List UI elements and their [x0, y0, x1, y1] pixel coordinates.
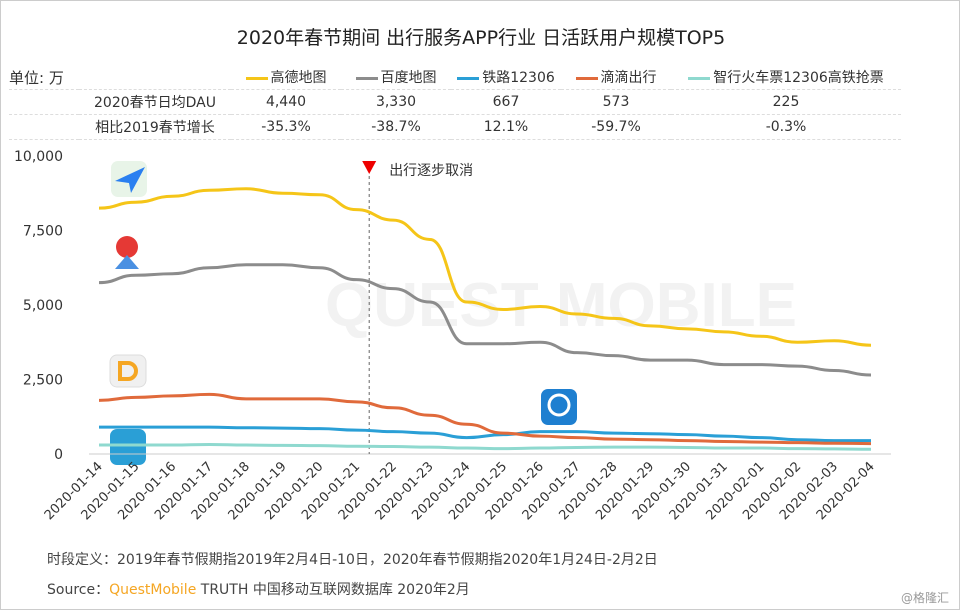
- y-tick-label: 2,500: [23, 373, 63, 389]
- y-tick-label: 0: [54, 447, 63, 463]
- railway-logo-icon: [547, 393, 571, 417]
- cell: 573: [561, 89, 671, 115]
- legend-item: 智行火车票12306高铁抢票: [671, 65, 901, 90]
- cell: -0.3%: [671, 114, 901, 140]
- series-line-百度地图: [98, 263, 872, 377]
- watermark-text: @格隆汇: [900, 591, 949, 605]
- row-label: 2020春节日均DAU: [79, 89, 231, 115]
- didi-logo-icon: [118, 361, 138, 381]
- series-line-高德地图: [98, 187, 872, 347]
- zhixing-app-icon: [110, 429, 146, 465]
- series-line-滴滴出行: [98, 392, 872, 446]
- app-icons: [109, 161, 577, 465]
- source-brand: QuestMobile: [109, 582, 197, 598]
- legend-item: 滴滴出行: [561, 65, 671, 90]
- baidu-map-icon: [116, 236, 138, 258]
- gaode-arrow-icon: [115, 167, 145, 193]
- unit-label: 单位: 万: [9, 65, 79, 90]
- legend-item: 高德地图: [231, 65, 341, 90]
- cell: 3,330: [341, 89, 451, 115]
- cell: -59.7%: [561, 114, 671, 140]
- annotation-text: 出行逐步取消: [389, 163, 473, 179]
- table-row: 相比2019春节增长 -35.3% -38.7% 12.1% -59.7% -0…: [9, 114, 901, 140]
- y-tick-label: 10,000: [14, 149, 63, 165]
- period-definition: 时段定义：2019年春节假期指2019年2月4日-10日，2020年春节假期指2…: [47, 552, 658, 568]
- summary-table: 单位: 万 高德地图 百度地图 铁路12306 滴滴出行 智行火车票12306高…: [9, 65, 901, 140]
- legend-swatch: [355, 76, 378, 80]
- cell: 667: [451, 89, 561, 115]
- cell: -35.3%: [231, 114, 341, 140]
- y-tick-label: 5,000: [23, 298, 63, 314]
- cell: 4,440: [231, 89, 341, 115]
- series-line-铁路12306: [98, 425, 871, 443]
- annotation-marker-icon: [362, 161, 377, 174]
- legend-swatch: [688, 76, 711, 80]
- source-label: Source：: [47, 582, 110, 598]
- cell: 225: [671, 89, 901, 115]
- cell: -38.7%: [341, 114, 451, 140]
- legend-swatch: [575, 76, 598, 80]
- baidu-pin-base-icon: [115, 255, 139, 269]
- source-line: Source：QuestMobile TRUTH 中国移动互联网数据库 2020…: [47, 579, 470, 599]
- table-row: 2020春节日均DAU 4,440 3,330 667 573 225: [9, 89, 901, 115]
- watermark-logo: QUEST MOBILE: [325, 271, 797, 340]
- y-tick-label: 7,500: [23, 224, 63, 240]
- row-label: 相比2019春节增长: [79, 114, 231, 140]
- chart-title: 2020年春节期间 出行服务APP行业 日活跃用户规模TOP5: [236, 27, 726, 49]
- series-line-智行火车票12306高铁抢票: [98, 442, 872, 451]
- legend-item: 铁路12306: [451, 65, 561, 90]
- source-rest: TRUTH 中国移动互联网数据库 2020年2月: [196, 582, 470, 598]
- legend-item: 百度地图: [341, 65, 451, 90]
- didi-app-icon: [109, 354, 147, 388]
- legend-swatch: [245, 76, 268, 80]
- legend-swatch: [457, 76, 480, 80]
- cell: 12.1%: [451, 114, 561, 140]
